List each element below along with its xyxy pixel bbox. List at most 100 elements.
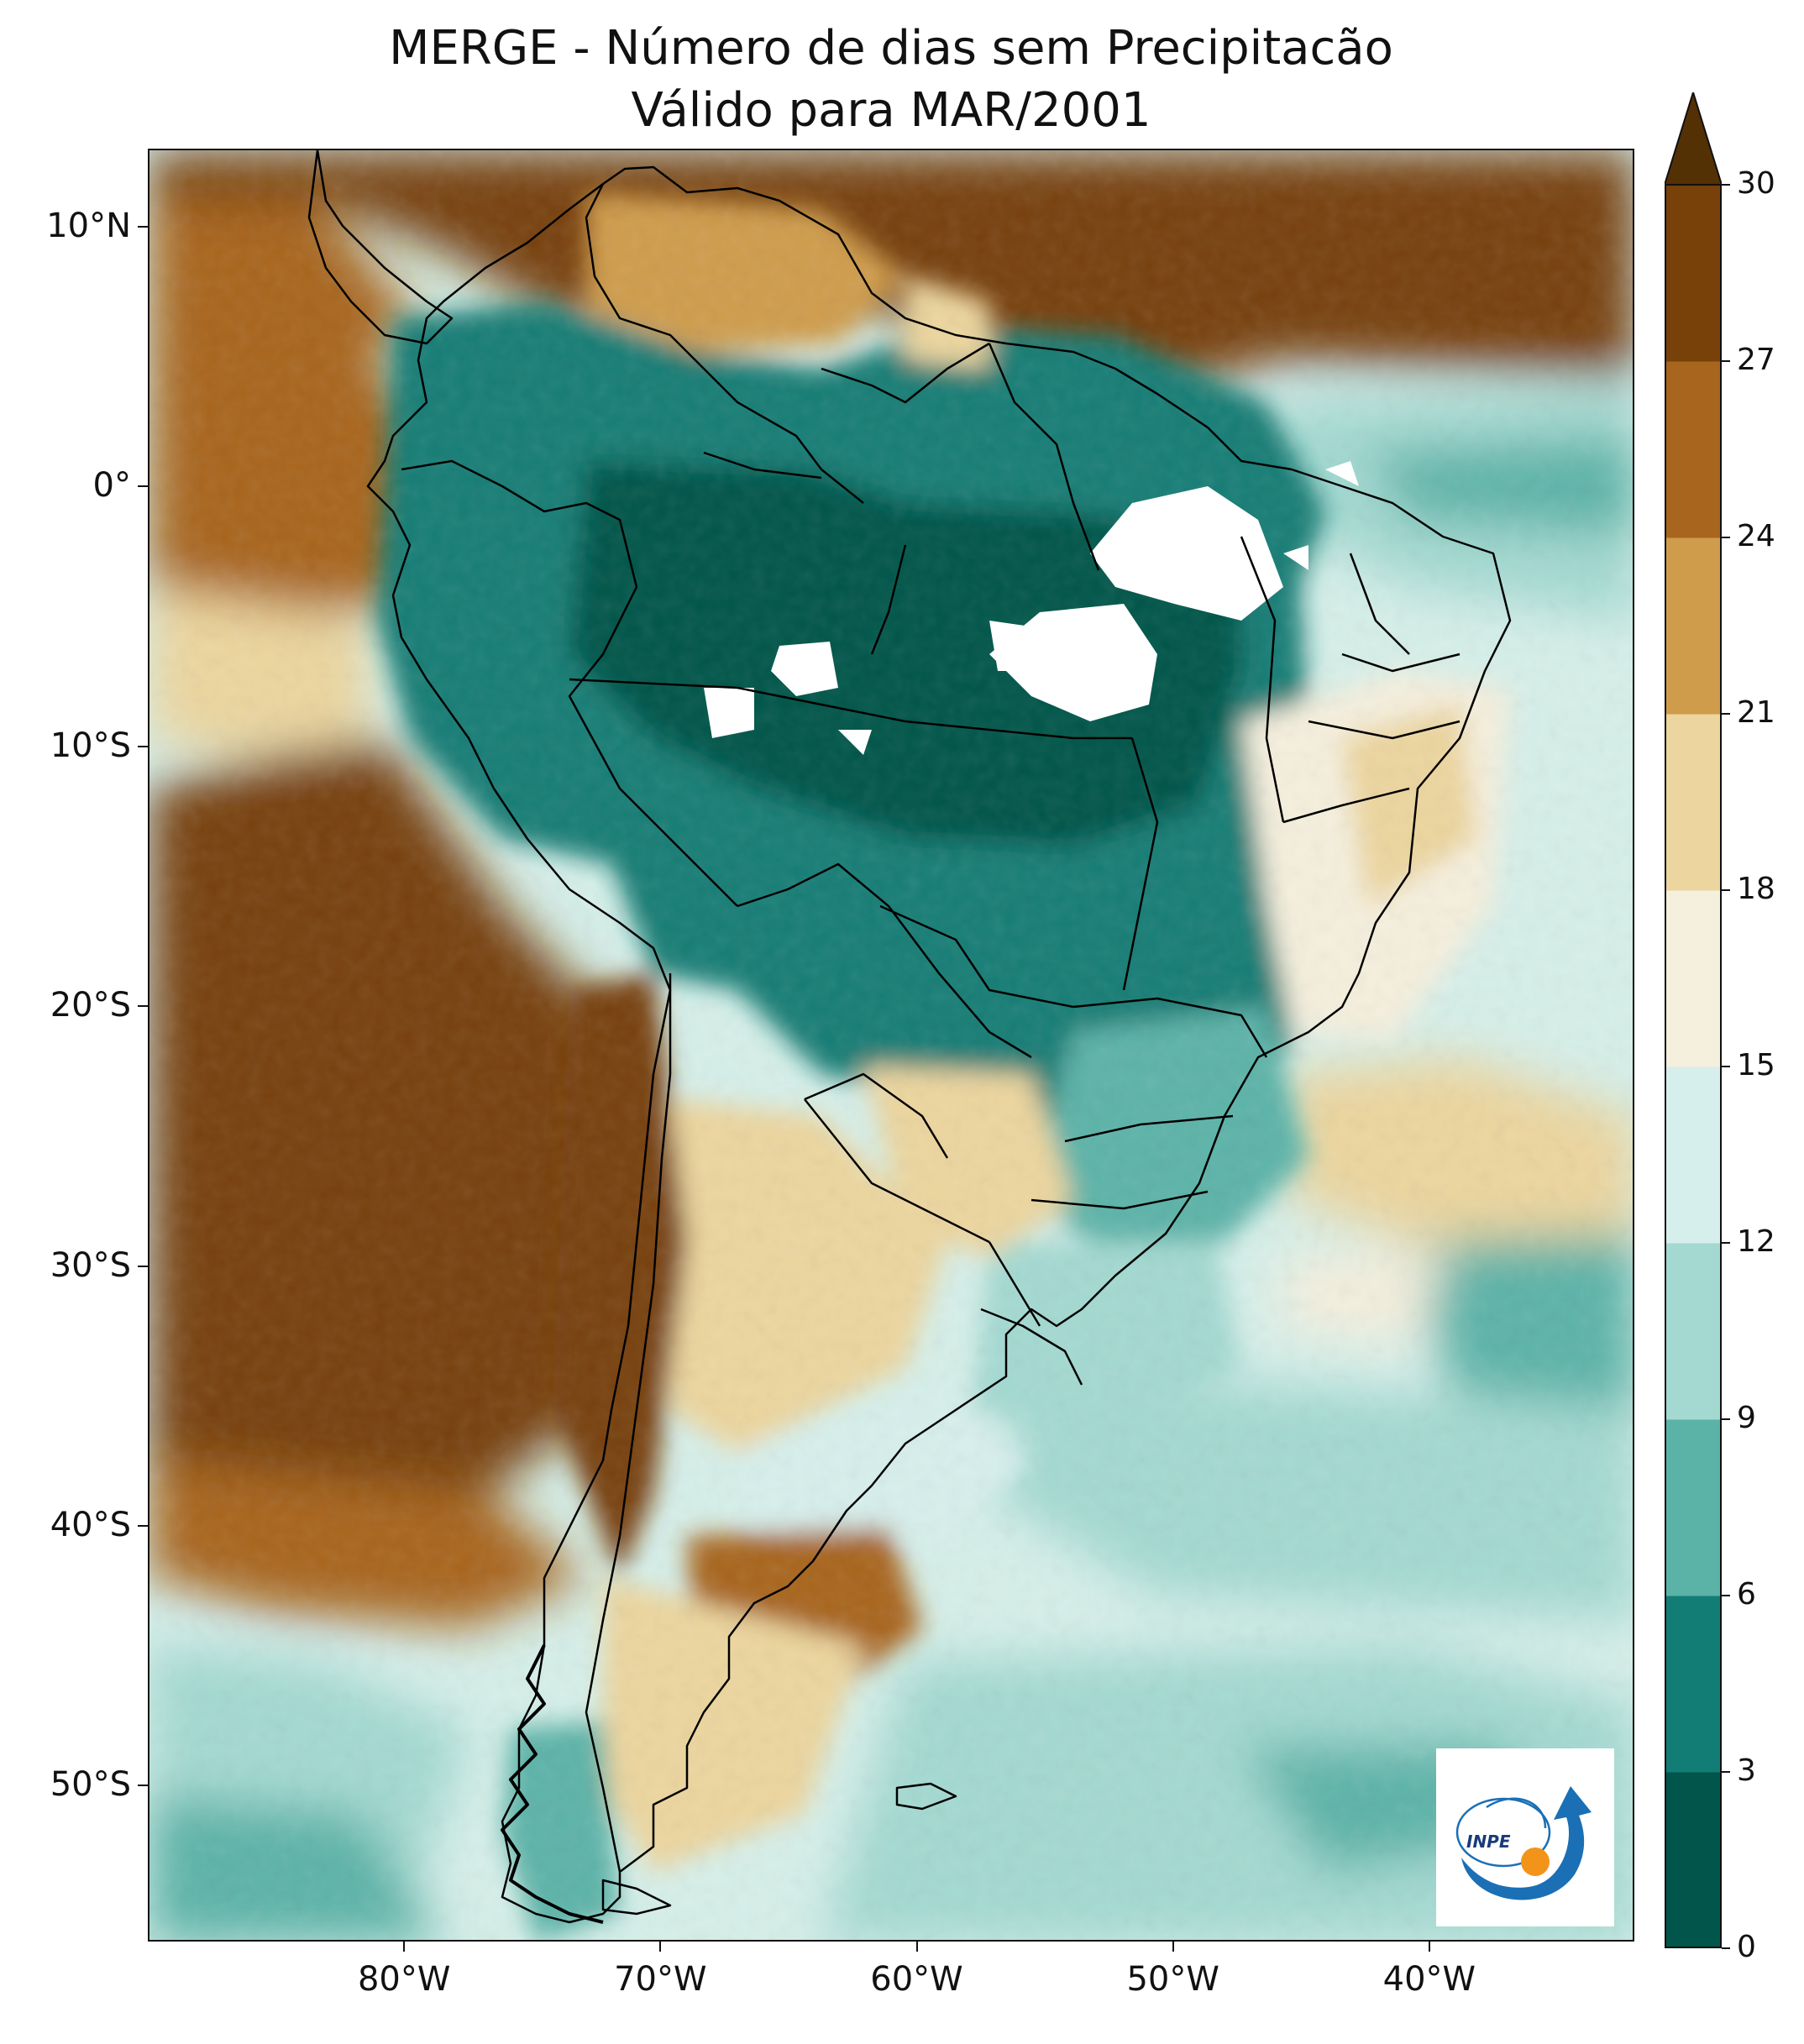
border-argentina-brazil	[988, 1241, 1041, 1327]
lon-tick-mark	[1172, 1942, 1174, 1952]
no-data-patch	[1283, 545, 1308, 570]
colorbar-tick-mark	[1722, 1066, 1730, 1067]
colorbar-tick-label: 27	[1737, 343, 1775, 377]
colorbar-tick-mark	[1722, 537, 1730, 538]
state-border	[870, 544, 907, 655]
lat-tick-mark	[138, 225, 148, 228]
lat-tick-mark	[138, 745, 148, 747]
tierra-del-fuego	[601, 1879, 672, 1916]
border-brazil-bolivia	[737, 862, 1032, 1059]
state-border	[1240, 536, 1285, 823]
central-america-coast	[307, 150, 454, 345]
border-colombia-venezuela	[585, 183, 864, 504]
border-bolivia-paraguay	[804, 1072, 949, 1159]
lat-tick-mark	[138, 485, 148, 488]
lon-tick-mark	[1428, 1942, 1430, 1952]
coastlines-and-borders	[307, 150, 1512, 1924]
colorbar-tick-label: 24	[1737, 519, 1775, 553]
colorbar-tick-mark	[1722, 713, 1730, 715]
chile-fjords	[501, 1644, 604, 1924]
lon-tick-label: 50°W	[1126, 1960, 1219, 1999]
lon-tick-mark	[403, 1942, 406, 1952]
logo-text: INPE	[1466, 1832, 1511, 1852]
no-data-patch	[704, 688, 754, 738]
colorbar-tick-label: 30	[1737, 166, 1775, 201]
no-data-patches	[704, 461, 1359, 755]
lat-tick-mark	[138, 1785, 148, 1787]
colorbar-tick-label: 0	[1737, 1930, 1756, 1964]
lon-tick-mark	[659, 1942, 662, 1952]
lat-tick-label: 30°S	[50, 1245, 131, 1285]
lat-tick-label: 20°S	[50, 986, 131, 1025]
no-data-patch	[838, 730, 872, 755]
lat-tick-label: 10°S	[50, 726, 131, 765]
colorbar-tick-mark	[1722, 1418, 1730, 1420]
no-data-patch	[771, 642, 838, 696]
lat-tick-label: 50°S	[50, 1765, 131, 1805]
lat-tick-mark	[138, 1524, 148, 1527]
colorbar-segment	[1665, 890, 1722, 1067]
state-border	[1308, 720, 1461, 740]
colorbar	[1665, 92, 1722, 1948]
state-border	[1030, 1190, 1209, 1210]
state-border	[703, 451, 822, 480]
colorbar-tick-label: 6	[1737, 1577, 1756, 1612]
state-border	[988, 343, 1100, 571]
colorbar-tick-label: 21	[1737, 695, 1775, 730]
lat-tick-label: 10°N	[46, 206, 131, 245]
border-argentina-chile	[585, 973, 672, 1873]
map-plot-area	[148, 149, 1634, 1942]
colorbar-segment	[1665, 714, 1722, 891]
no-data-patch	[1325, 461, 1359, 486]
colorbar-tick-label: 12	[1737, 1224, 1775, 1259]
lat-tick-mark	[138, 1005, 148, 1008]
no-data-patch	[989, 621, 1048, 671]
lon-tick-label: 80°W	[357, 1960, 451, 1999]
state-border	[879, 904, 1074, 1009]
colorbar-segment	[1665, 185, 1722, 362]
lon-tick-label: 70°W	[614, 1960, 707, 1999]
no-data-patch	[1090, 486, 1283, 621]
state-border	[1064, 1114, 1234, 1143]
colorbar-segment	[1665, 361, 1722, 538]
lon-tick-label: 60°W	[870, 1960, 963, 1999]
state-border	[1341, 653, 1461, 673]
inpe-logo-graphic: INPE	[1455, 1786, 1592, 1900]
colorbar-segment	[1665, 537, 1722, 715]
border-argentina-paraguay	[804, 1098, 990, 1244]
colorbar-segment	[1665, 1243, 1722, 1420]
colorbar-segment	[1665, 1596, 1722, 1773]
lon-tick-mark	[915, 1942, 918, 1952]
lon-tick-label: 40°W	[1382, 1960, 1476, 1999]
falkland-islands	[895, 1782, 957, 1811]
state-border	[569, 678, 1132, 740]
colorbar-tick-mark	[1722, 1947, 1730, 1949]
noise-texture	[149, 150, 1633, 1940]
colorbar-tick-mark	[1722, 360, 1730, 362]
south-america-coastline	[366, 165, 1512, 1924]
colorbar-tick-label: 9	[1737, 1401, 1756, 1435]
map-title-line-1: MERGE - Número de dias sem Precipitacão	[389, 21, 1393, 76]
border-venezuela-brazil	[821, 342, 990, 404]
state-border	[1122, 737, 1159, 991]
lat-tick-mark	[138, 1265, 148, 1267]
logo-arrow-icon	[1461, 1786, 1592, 1900]
lat-tick-label: 40°S	[50, 1505, 131, 1544]
colorbar-tick-mark	[1722, 1771, 1730, 1773]
border-peru-brazil	[568, 586, 738, 907]
colorbar-segment	[1665, 1067, 1722, 1244]
state-border	[1349, 553, 1410, 655]
colorbar-segment	[1665, 1419, 1722, 1596]
colorbar-tick-label: 3	[1737, 1753, 1756, 1788]
colorbar-tick-label: 15	[1737, 1048, 1775, 1082]
colorbar-extend-arrow	[1665, 92, 1722, 186]
logo-dot-icon	[1521, 1847, 1550, 1876]
border-uruguay	[980, 1308, 1083, 1386]
colorbar-outline	[1665, 184, 1722, 1948]
colorbar-tick-mark	[1722, 889, 1730, 891]
inpe-logo: INPE	[1436, 1748, 1614, 1926]
precipitation-map	[149, 150, 1633, 1940]
colorbar-tick-mark	[1722, 184, 1730, 186]
logo-swoosh-icon	[1486, 1797, 1547, 1829]
lat-tick-label: 0°	[92, 466, 131, 506]
